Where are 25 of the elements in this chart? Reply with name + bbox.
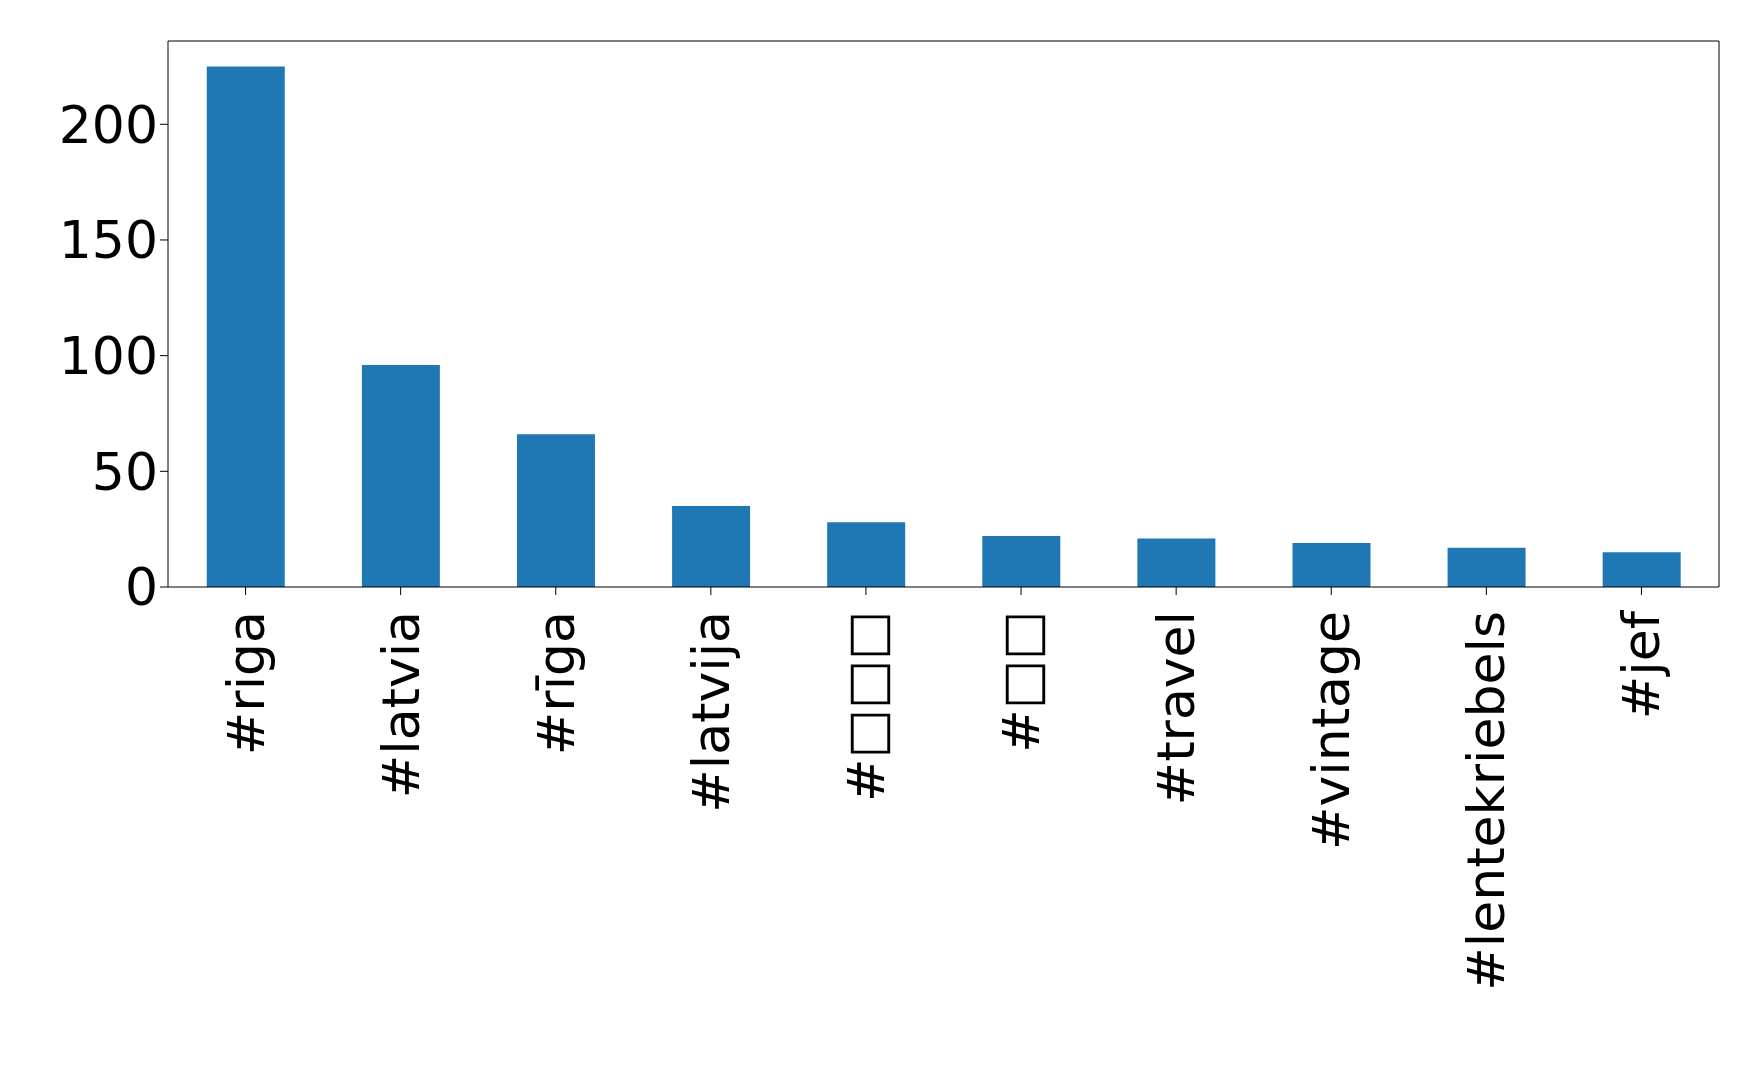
- x-tick-label: #lentekriebels: [1456, 611, 1517, 991]
- x-tick-label: #rīga: [525, 611, 586, 756]
- y-tick-label: 50: [91, 441, 158, 502]
- bar: [1447, 547, 1526, 587]
- x-tick-label: #□□□: [835, 611, 896, 802]
- bar: [361, 364, 440, 587]
- bar: [1602, 552, 1681, 587]
- bar: [1292, 543, 1371, 587]
- bar: [982, 536, 1061, 587]
- x-tick-label: #jef: [1611, 609, 1672, 720]
- y-tick-label: 200: [58, 94, 158, 155]
- bar: [827, 522, 906, 587]
- x-tick-label: #□□: [991, 611, 1052, 753]
- bar: [1137, 538, 1216, 587]
- x-tick-label: #vintage: [1301, 611, 1362, 851]
- y-tick-label: 150: [58, 210, 158, 271]
- bar: [672, 506, 751, 587]
- y-tick-label: 100: [58, 326, 158, 387]
- y-tick-label: 0: [124, 557, 158, 618]
- x-tick-label: #latvija: [680, 611, 741, 813]
- bar: [516, 434, 595, 587]
- x-tick-label: #latvia: [370, 611, 431, 799]
- x-tick-label: #riga: [215, 611, 276, 756]
- x-tick-label: #travel: [1146, 611, 1207, 806]
- bar: [206, 66, 285, 587]
